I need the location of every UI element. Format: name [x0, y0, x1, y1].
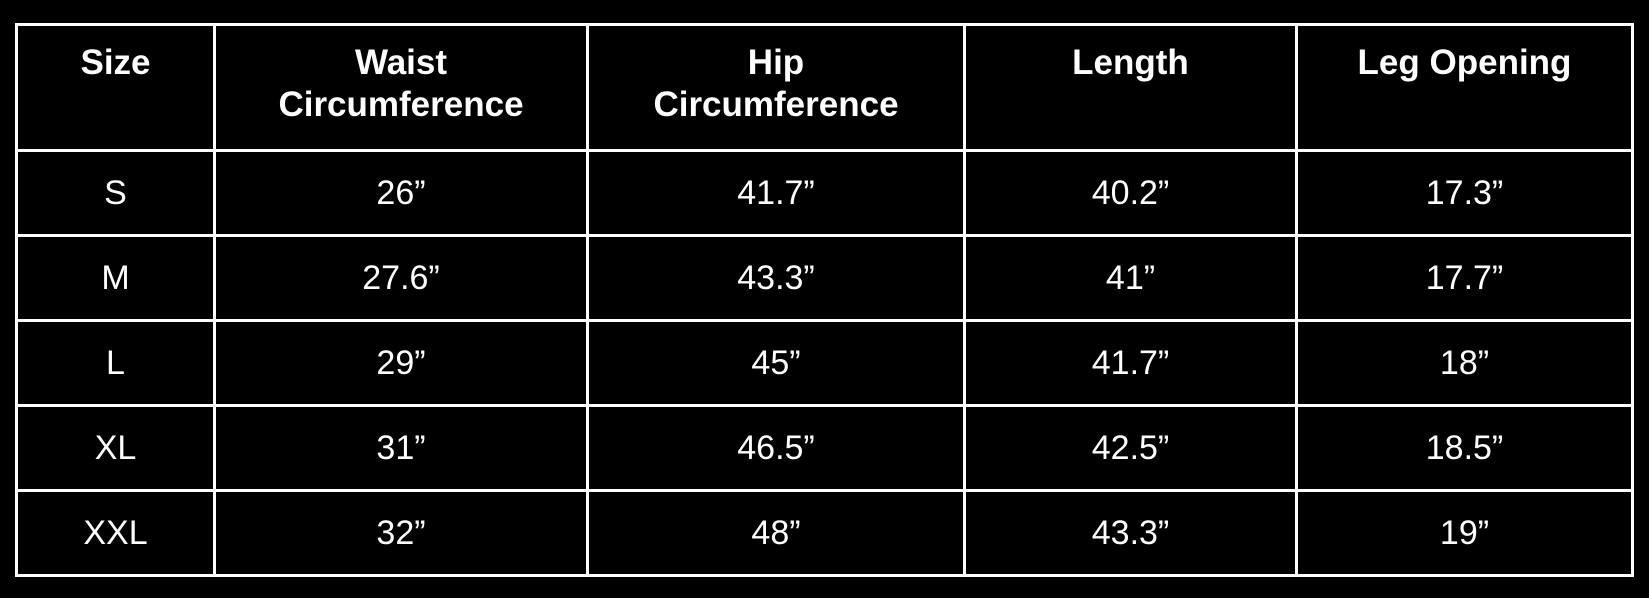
- table-row-l: L 29” 45” 41.7” 18”: [15, 319, 1634, 407]
- column-header-leg-opening-label: Leg Opening: [1357, 43, 1572, 82]
- cell-leg-xl: 18.5”: [1295, 404, 1634, 492]
- column-header-size-label: Size: [80, 43, 151, 82]
- cell-waist-s: 26”: [213, 149, 589, 237]
- cell-leg-m: 17.7”: [1295, 234, 1634, 322]
- cell-waist-xl: 31”: [213, 404, 589, 492]
- cell-hip-m: 43.3”: [586, 234, 966, 322]
- cell-size-xxl: XXL: [15, 489, 216, 577]
- cell-leg-l: 18”: [1295, 319, 1634, 407]
- column-header-length-label: Length: [1072, 43, 1189, 82]
- cell-length-xxl: 43.3”: [963, 489, 1298, 577]
- cell-size-xl: XL: [15, 404, 216, 492]
- cell-hip-xl: 46.5”: [586, 404, 966, 492]
- header-row: Size Waist Circumference Hip Circumferen…: [15, 23, 1634, 152]
- column-header-size: Size: [15, 23, 216, 152]
- column-header-hip-circumference-label: Hip Circumference: [653, 43, 899, 124]
- cell-leg-xxl: 19”: [1295, 489, 1634, 577]
- cell-length-s: 40.2”: [963, 149, 1298, 237]
- cell-waist-m: 27.6”: [213, 234, 589, 322]
- cell-length-xl: 42.5”: [963, 404, 1298, 492]
- size-chart: Size Waist Circumference Hip Circumferen…: [15, 23, 1634, 577]
- column-header-hip-circumference: Hip Circumference: [586, 23, 966, 152]
- table-row-xxl: XXL 32” 48” 43.3” 19”: [15, 489, 1634, 577]
- table-row-s: S 26” 41.7” 40.2” 17.3”: [15, 149, 1634, 237]
- column-header-length: Length: [963, 23, 1298, 152]
- cell-length-l: 41.7”: [963, 319, 1298, 407]
- cell-leg-s: 17.3”: [1295, 149, 1634, 237]
- cell-size-m: M: [15, 234, 216, 322]
- cell-hip-s: 41.7”: [586, 149, 966, 237]
- column-header-waist-circumference: Waist Circumference: [213, 23, 589, 152]
- cell-hip-xxl: 48”: [586, 489, 966, 577]
- cell-waist-l: 29”: [213, 319, 589, 407]
- table-row-m: M 27.6” 43.3” 41” 17.7”: [15, 234, 1634, 322]
- cell-length-m: 41”: [963, 234, 1298, 322]
- cell-size-l: L: [15, 319, 216, 407]
- table-row-xl: XL 31” 46.5” 42.5” 18.5”: [15, 404, 1634, 492]
- column-header-leg-opening: Leg Opening: [1295, 23, 1634, 152]
- cell-size-s: S: [15, 149, 216, 237]
- cell-hip-l: 45”: [586, 319, 966, 407]
- size-chart-table: Size Waist Circumference Hip Circumferen…: [15, 23, 1634, 577]
- cell-waist-xxl: 32”: [213, 489, 589, 577]
- column-header-waist-circumference-label: Waist Circumference: [278, 43, 524, 124]
